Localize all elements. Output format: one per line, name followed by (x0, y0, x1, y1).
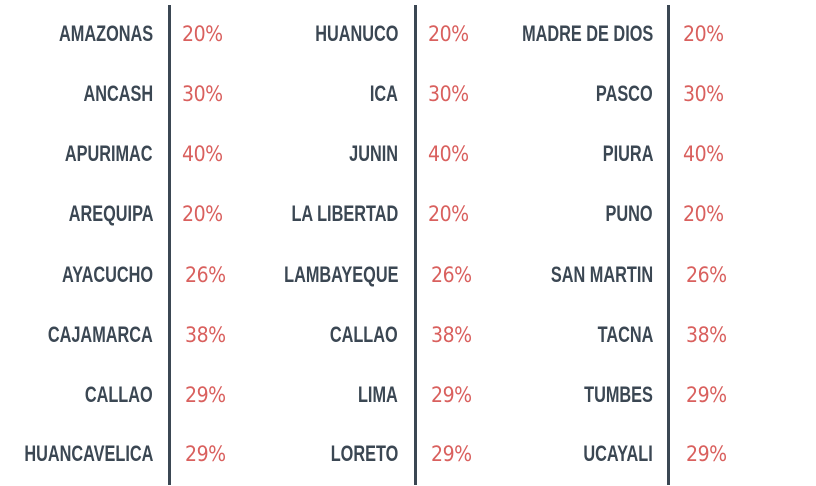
region-percent: 20% (683, 22, 724, 46)
region-name: AYACUCHO (61, 262, 153, 287)
divider (168, 5, 171, 485)
region-name: CALLAO (85, 382, 153, 407)
divider (414, 5, 417, 485)
region-name: APURIMAC (65, 141, 153, 166)
region-percent: 29% (185, 442, 226, 466)
region-name: MADRE DE DIOS (521, 21, 653, 46)
region-percent: 38% (431, 323, 472, 347)
region-percent: 26% (686, 263, 727, 287)
region-percent: 38% (686, 323, 727, 347)
region-name: SAN MARTIN (550, 262, 653, 287)
region-percent: 30% (428, 82, 469, 106)
region-name: LIMA (358, 382, 398, 407)
region-name: LA LIBERTAD (291, 201, 398, 226)
region-name: HUANUCO (314, 21, 398, 46)
region-percent: 40% (182, 142, 223, 166)
region-name: TUMBES (584, 382, 653, 407)
region-name: UCAYALI (583, 441, 653, 466)
region-name: ICA (369, 81, 398, 106)
region-percent: 29% (431, 383, 472, 407)
region-percent: 40% (428, 142, 469, 166)
region-percent: 20% (428, 22, 469, 46)
region-name: TACNA (597, 322, 653, 347)
region-percent: 29% (185, 383, 226, 407)
region-percent: 40% (683, 142, 724, 166)
region-name: JUNIN (349, 141, 398, 166)
region-name: CAJAMARCA (48, 322, 153, 347)
region-percent: 29% (686, 383, 727, 407)
region-name: PUNO (605, 201, 653, 226)
region-name: AREQUIPA (68, 201, 153, 226)
region-name: LAMBAYEQUE (283, 262, 398, 287)
region-percent: 20% (428, 202, 469, 226)
region-name: PASCO (596, 81, 653, 106)
region-percent: 26% (431, 263, 472, 287)
region-percent: 20% (182, 202, 223, 226)
region-percent: 29% (686, 442, 727, 466)
region-percent: 30% (683, 82, 724, 106)
region-name: PIURA (602, 141, 653, 166)
region-percent: 20% (683, 202, 724, 226)
region-percent: 20% (182, 22, 223, 46)
region-name: HUANCAVELICA (23, 441, 153, 466)
region-name: ANCASH (83, 81, 153, 106)
region-name: AMAZONAS (58, 21, 153, 46)
region-name: CALLAO (330, 322, 398, 347)
region-name: LORETO (330, 441, 398, 466)
region-percent: 29% (431, 442, 472, 466)
divider (667, 5, 670, 485)
region-percent: 30% (182, 82, 223, 106)
region-percent: 38% (185, 323, 226, 347)
region-percent: 26% (185, 263, 226, 287)
